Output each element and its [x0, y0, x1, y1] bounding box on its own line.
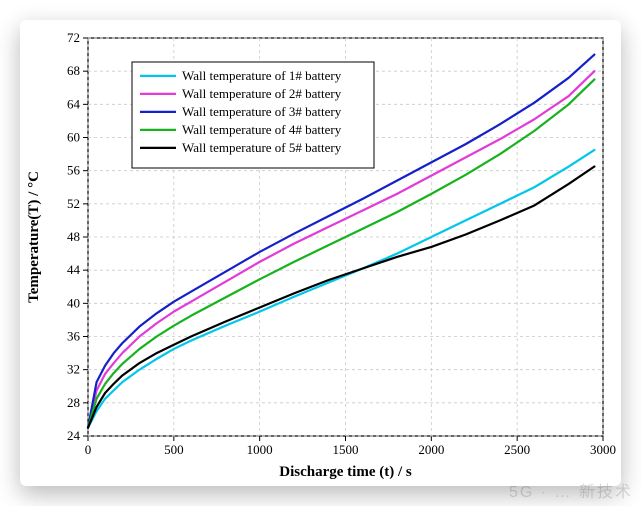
svg-text:1500: 1500	[333, 442, 359, 457]
svg-text:Wall temperature of 5# battery: Wall temperature of 5# battery	[182, 140, 342, 155]
svg-text:44: 44	[67, 262, 81, 277]
svg-text:32: 32	[67, 362, 80, 377]
svg-text:Discharge time (t) / s: Discharge time (t) / s	[279, 464, 412, 480]
legend: Wall temperature of 1# battery Wall tempe…	[132, 62, 374, 168]
svg-text:72: 72	[67, 30, 80, 45]
svg-text:Wall temperature of 4# battery: Wall temperature of 4# battery	[182, 122, 342, 137]
svg-text:500: 500	[164, 442, 184, 457]
svg-text:64: 64	[67, 96, 81, 111]
svg-text:2500: 2500	[504, 442, 530, 457]
svg-text:48: 48	[67, 229, 80, 244]
svg-text:36: 36	[67, 329, 81, 344]
svg-text:Temperature(T) / °C: Temperature(T) / °C	[26, 171, 42, 303]
svg-text:Wall temperature of 1# battery: Wall temperature of 1# battery	[182, 68, 342, 83]
svg-text:Wall temperature of 3# battery: Wall temperature of 3# battery	[182, 104, 342, 119]
svg-text:60: 60	[67, 130, 80, 145]
svg-text:56: 56	[67, 163, 81, 178]
line-chart: 0 500 1000 1500 2000 2500 3000 24 28 32 36 40 44 48 52…	[20, 20, 621, 486]
outer-frame: 0 500 1000 1500 2000 2500 3000 24 28 32 36 40 44 48 52…	[0, 0, 641, 506]
svg-text:24: 24	[67, 428, 81, 443]
svg-text:28: 28	[67, 395, 80, 410]
svg-text:Wall temperature of 2# battery: Wall temperature of 2# battery	[182, 86, 342, 101]
svg-text:52: 52	[67, 196, 80, 211]
svg-text:1000: 1000	[247, 442, 273, 457]
svg-text:2000: 2000	[418, 442, 444, 457]
svg-text:0: 0	[85, 442, 92, 457]
svg-text:40: 40	[67, 295, 80, 310]
chart-card: 0 500 1000 1500 2000 2500 3000 24 28 32 36 40 44 48 52…	[20, 20, 621, 486]
svg-text:3000: 3000	[590, 442, 616, 457]
svg-text:68: 68	[67, 63, 80, 78]
